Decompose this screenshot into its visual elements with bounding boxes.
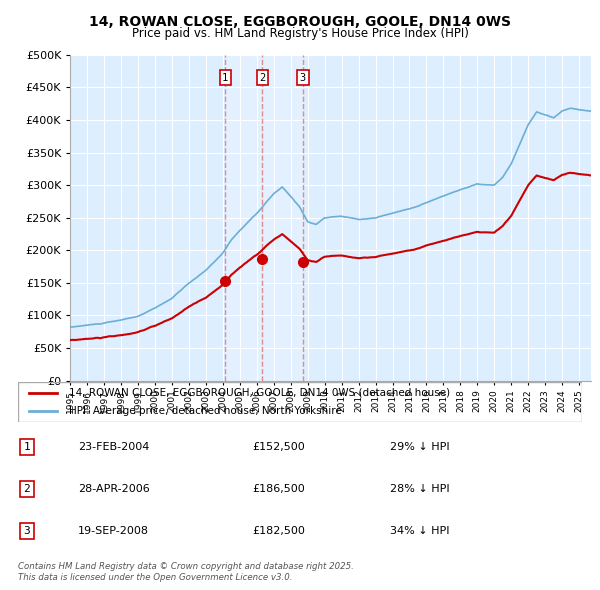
- Text: 14, ROWAN CLOSE, EGGBOROUGH, GOOLE, DN14 0WS (detached house): 14, ROWAN CLOSE, EGGBOROUGH, GOOLE, DN14…: [69, 388, 450, 398]
- Text: 2: 2: [23, 484, 31, 494]
- Text: 34% ↓ HPI: 34% ↓ HPI: [390, 526, 449, 536]
- Text: 14, ROWAN CLOSE, EGGBOROUGH, GOOLE, DN14 0WS: 14, ROWAN CLOSE, EGGBOROUGH, GOOLE, DN14…: [89, 15, 511, 29]
- Text: 19-SEP-2008: 19-SEP-2008: [78, 526, 149, 536]
- Text: 3: 3: [300, 73, 306, 83]
- Text: 3: 3: [23, 526, 31, 536]
- Text: 29% ↓ HPI: 29% ↓ HPI: [390, 442, 449, 452]
- Text: HPI: Average price, detached house, North Yorkshire: HPI: Average price, detached house, Nort…: [69, 405, 341, 415]
- Text: 1: 1: [222, 73, 229, 83]
- Bar: [225, 55, 303, 381]
- Text: 1: 1: [23, 442, 31, 452]
- Text: 28-APR-2006: 28-APR-2006: [78, 484, 150, 494]
- Text: 23-FEB-2004: 23-FEB-2004: [78, 442, 149, 452]
- Text: £186,500: £186,500: [252, 484, 305, 494]
- Text: £152,500: £152,500: [252, 442, 305, 452]
- Text: £182,500: £182,500: [252, 526, 305, 536]
- Text: Contains HM Land Registry data © Crown copyright and database right 2025.
This d: Contains HM Land Registry data © Crown c…: [18, 562, 354, 582]
- Text: 2: 2: [259, 73, 266, 83]
- Text: 28% ↓ HPI: 28% ↓ HPI: [390, 484, 449, 494]
- Text: Price paid vs. HM Land Registry's House Price Index (HPI): Price paid vs. HM Land Registry's House …: [131, 27, 469, 40]
